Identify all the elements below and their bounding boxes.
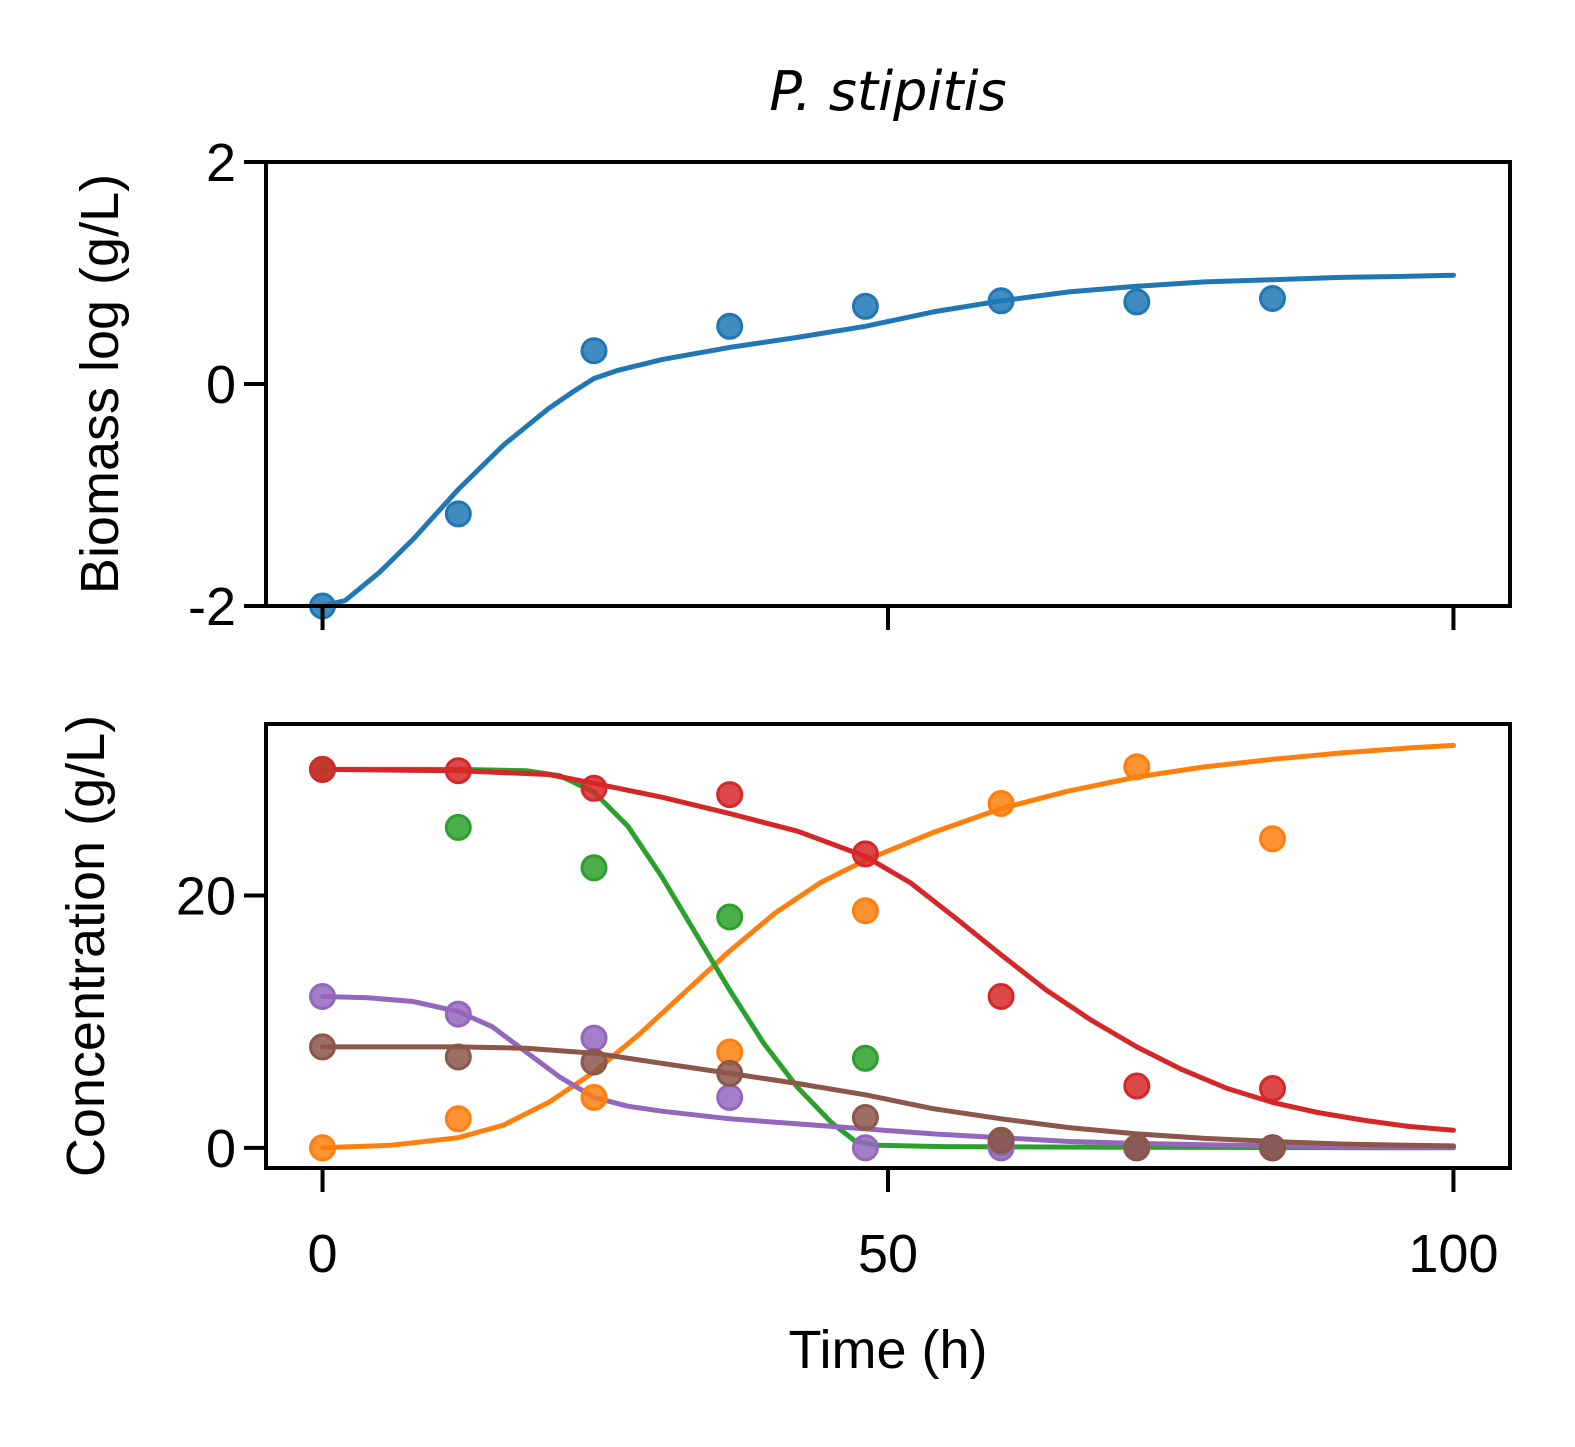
biomass-ticks: -2 0 2	[188, 133, 1456, 637]
concentration-x-tick-label-2: 100	[1408, 1224, 1498, 1284]
concentration-data-point-2-6	[1123, 1072, 1151, 1100]
concentration-data-point-3-3	[716, 1083, 744, 1111]
concentration-data-point-0-2	[580, 1083, 608, 1111]
concentration-data-point-0-4	[851, 897, 879, 925]
concentration-x-tick-label-1: 50	[858, 1224, 918, 1284]
concentration-fit-line-4	[320, 1044, 1456, 1149]
biomass-y-tick-label-2: 2	[206, 133, 236, 193]
concentration-data-point-3-0	[309, 983, 336, 1010]
biomass-y-tick-label-1: 0	[206, 355, 236, 415]
concentration-data-point-0-1	[444, 1105, 472, 1133]
concentration-data-point-4-6	[1123, 1134, 1151, 1162]
biomass-data-point-0-7	[1259, 285, 1286, 312]
concentration-data-point-4-5	[987, 1126, 1015, 1154]
concentration-data-point-2-2	[580, 774, 608, 802]
concentration-data-point-4-1	[444, 1043, 472, 1071]
biomass-data-point-0-1	[444, 500, 472, 528]
biomass-data-point-0-2	[580, 337, 608, 365]
chart-title: P. stipitis	[769, 60, 1006, 123]
biomass-series-group	[309, 272, 1456, 620]
concentration-fit-line-0	[320, 742, 1456, 1151]
concentration-data-point-1-4	[851, 1044, 879, 1072]
concentration-data-point-0-5	[987, 790, 1015, 817]
concentration-data-point-2-3	[716, 781, 744, 809]
concentration-y-axis-label: Concentration (g/L)	[56, 715, 116, 1177]
concentration-data-point-2-7	[1259, 1075, 1286, 1102]
concentration-x-tick-label-0: 0	[308, 1224, 338, 1284]
concentration-data-point-2-5	[987, 983, 1015, 1010]
biomass-data-point-0-4	[851, 292, 879, 320]
biomass-data-point-0-3	[716, 312, 744, 340]
concentration-data-point-0-0	[309, 1134, 336, 1162]
concentration-fit-line-3	[320, 994, 1456, 1150]
concentration-series-group	[309, 742, 1456, 1162]
concentration-data-point-4-0	[309, 1033, 336, 1061]
concentration-data-point-2-4	[851, 840, 879, 868]
concentration-y-tick-label-1: 20	[176, 867, 236, 927]
concentration-data-point-3-4	[851, 1134, 879, 1162]
concentration-y-tick-label-0: 0	[206, 1119, 236, 1179]
concentration-data-point-1-1	[444, 813, 472, 841]
biomass-fit-line-0	[320, 272, 1456, 609]
biomass-panel: -2 0 2	[188, 133, 1512, 637]
concentration-data-point-2-0	[309, 755, 336, 783]
concentration-data-point-1-2	[580, 854, 608, 882]
biomass-data-point-0-6	[1123, 288, 1151, 316]
concentration-data-point-4-3	[716, 1059, 744, 1087]
concentration-fit-line-2	[320, 766, 1456, 1133]
x-axis-label: Time (h)	[789, 1320, 988, 1380]
biomass-axes-frame	[264, 160, 1512, 608]
concentration-data-point-1-3	[716, 903, 744, 931]
concentration-data-point-0-7	[1259, 825, 1286, 853]
concentration-data-point-3-1	[444, 1000, 472, 1028]
concentration-data-point-4-2	[580, 1048, 608, 1076]
concentration-ticks: 0 20 0 50 100	[176, 867, 1499, 1284]
concentration-data-point-2-1	[444, 757, 472, 785]
concentration-data-point-4-7	[1259, 1134, 1286, 1162]
concentration-data-point-3-2	[580, 1024, 608, 1052]
concentration-data-point-0-6	[1123, 753, 1151, 781]
concentration-data-point-4-4	[851, 1104, 879, 1131]
biomass-y-axis-label: Biomass log (g/L)	[70, 174, 130, 594]
biomass-y-tick-label-0: -2	[188, 577, 236, 637]
concentration-panel: 0 20 0 50 100	[176, 722, 1512, 1284]
biomass-data-point-0-5	[987, 287, 1015, 315]
